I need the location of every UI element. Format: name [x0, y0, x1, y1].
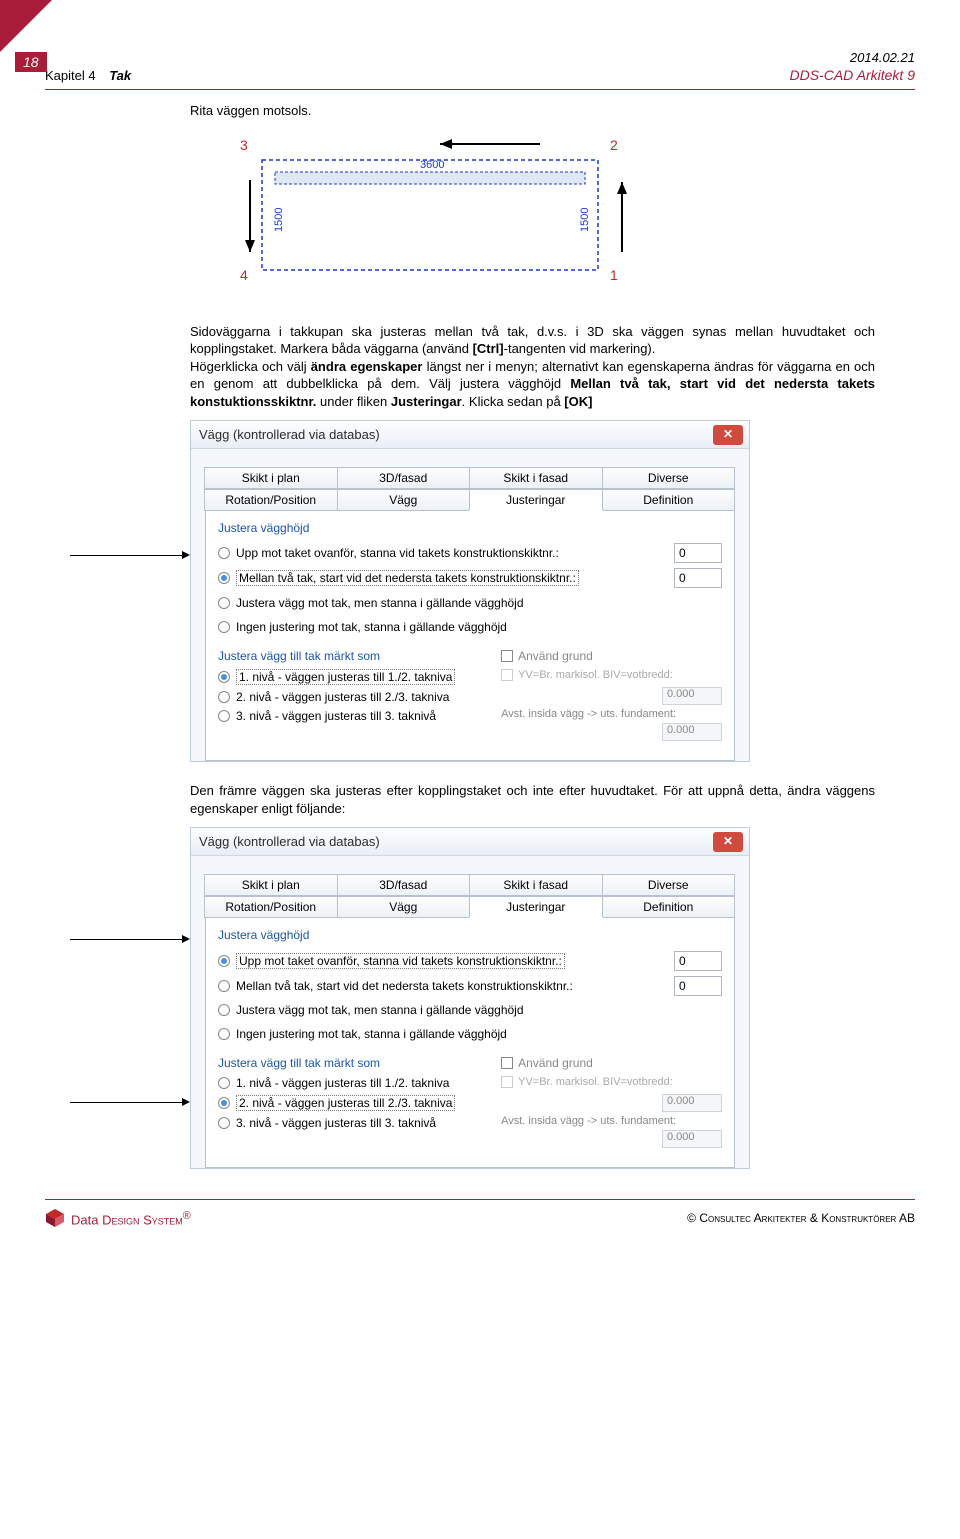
tab-diverse[interactable]: Diverse — [602, 874, 736, 896]
svg-text:3600: 3600 — [420, 159, 444, 171]
corner-3: 3 — [240, 137, 248, 153]
tab-definition[interactable]: Definition — [602, 489, 736, 511]
corner-2: 2 — [610, 137, 618, 153]
paragraph-2: Den främre väggen ska justeras efter kop… — [190, 782, 875, 817]
chapter-title: Tak — [109, 68, 131, 83]
pointer-arrow-3 — [70, 1102, 185, 1103]
height-value-0[interactable] — [674, 543, 722, 563]
product-name: DDS-CAD Arkitekt 9 — [789, 67, 915, 83]
radio-height-0[interactable]: Upp mot taket ovanför, stanna vid takets… — [218, 953, 565, 969]
footer-right: © Consultec Arkitekter & Konstruktörer A… — [687, 1211, 915, 1225]
tab-rotation[interactable]: Rotation/Position — [204, 896, 338, 918]
header-rule — [45, 89, 915, 90]
close-icon[interactable]: ✕ — [713, 425, 743, 445]
tab-diverse[interactable]: Diverse — [602, 467, 736, 489]
height-value-0[interactable] — [674, 951, 722, 971]
close-icon[interactable]: ✕ — [713, 832, 743, 852]
group-label-2: Justera vägg till tak märkt som — [218, 649, 483, 663]
radio-height-1[interactable]: Mellan två tak, start vid det nedersta t… — [218, 570, 579, 586]
corner-1: 1 — [610, 267, 618, 283]
radio-height-3[interactable]: Ingen justering mot tak, stanna i gällan… — [218, 1027, 507, 1041]
page-number: 18 — [15, 52, 47, 72]
radio-level-1[interactable]: 2. nivå - väggen justeras till 2./3. tak… — [218, 690, 483, 704]
tab-3d-fasad[interactable]: 3D/fasad — [337, 467, 471, 489]
radio-level-0[interactable]: 1. nivå - väggen justeras till 1./2. tak… — [218, 1076, 483, 1090]
tab-definition[interactable]: Definition — [602, 896, 736, 918]
tab-vagg[interactable]: Vägg — [337, 489, 471, 511]
dialog-title: Vägg (kontrollerad via databas) ✕ — [191, 421, 749, 449]
radio-height-2[interactable]: Justera vägg mot tak, men stanna i gälla… — [218, 596, 524, 610]
header-date: 2014.02.21 — [45, 0, 915, 65]
dialog-1: Vägg (kontrollerad via databas) ✕ Skikt … — [190, 420, 750, 762]
radio-height-0[interactable]: Upp mot taket ovanför, stanna vid takets… — [218, 546, 559, 560]
corner-4: 4 — [240, 267, 248, 283]
radio-level-2[interactable]: 3. nivå - väggen justeras till 3. takniv… — [218, 709, 483, 723]
paragraph-1: Sidoväggarna i takkupan ska justeras mel… — [190, 323, 875, 411]
tab-justeringar[interactable]: Justeringar — [469, 896, 603, 918]
wall-diagram: 3 2 4 1 3600 1500 1500 — [190, 132, 875, 305]
radio-level-1[interactable]: 2. nivå - väggen justeras till 2./3. tak… — [218, 1095, 483, 1111]
height-value-1[interactable] — [674, 976, 722, 996]
tab-rotation[interactable]: Rotation/Position — [204, 489, 338, 511]
tab-skikt-plan[interactable]: Skikt i plan — [204, 874, 338, 896]
tab-vagg[interactable]: Vägg — [337, 896, 471, 918]
radio-height-1[interactable]: Mellan två tak, start vid det nedersta t… — [218, 979, 573, 993]
use-ground-check[interactable]: Använd grund — [501, 1056, 722, 1070]
group-label-2b: Justera vägg till tak märkt som — [218, 1056, 483, 1070]
svg-text:1500: 1500 — [273, 207, 285, 231]
tab-skikt-fasad[interactable]: Skikt i fasad — [469, 467, 603, 489]
pointer-arrow-2 — [70, 939, 185, 940]
radio-height-2[interactable]: Justera vägg mot tak, men stanna i gälla… — [218, 1003, 524, 1017]
radio-height-3[interactable]: Ingen justering mot tak, stanna i gällan… — [218, 620, 507, 634]
tab-skikt-fasad[interactable]: Skikt i fasad — [469, 874, 603, 896]
dialog-title-2: Vägg (kontrollerad via databas) ✕ — [191, 828, 749, 856]
svg-text:1500: 1500 — [579, 207, 591, 231]
intro-line: Rita väggen motsols. — [190, 102, 875, 120]
height-value-1[interactable] — [674, 568, 722, 588]
radio-level-0[interactable]: 1. nivå - väggen justeras till 1./2. tak… — [218, 669, 483, 685]
group-label-1b: Justera vägghöjd — [218, 928, 722, 942]
use-ground-check[interactable]: Använd grund — [501, 649, 722, 663]
dds-logo: Data Design System® — [45, 1208, 191, 1228]
radio-level-2[interactable]: 3. nivå - väggen justeras till 3. takniv… — [218, 1116, 483, 1130]
chapter-label: Kapitel 4 — [45, 68, 96, 83]
group-label-1: Justera vägghöjd — [218, 521, 722, 535]
dialog-2: Vägg (kontrollerad via databas) ✕ Skikt … — [190, 827, 750, 1169]
tab-skikt-plan[interactable]: Skikt i plan — [204, 467, 338, 489]
tab-3d-fasad[interactable]: 3D/fasad — [337, 874, 471, 896]
pointer-arrow-1 — [70, 555, 185, 556]
tab-justeringar[interactable]: Justeringar — [469, 489, 603, 511]
